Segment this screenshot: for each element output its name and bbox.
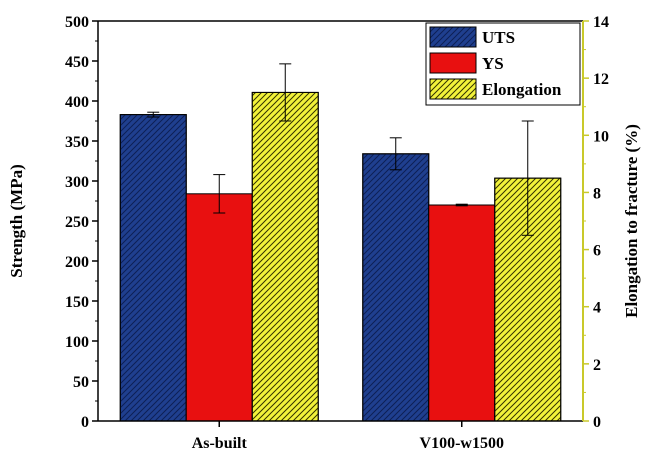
y-tick-label-left: 250: [65, 214, 89, 231]
y-tick-label-right: 10: [593, 128, 609, 145]
legend-swatch-hatch: [429, 26, 477, 48]
legend-label-elongation: Elongation: [482, 80, 562, 99]
legend: UTS YS Elongation: [425, 22, 581, 106]
y-tick-label-right: 6: [593, 243, 601, 260]
bar-hatch-uts-0: [119, 114, 187, 422]
legend-label-uts: UTS: [482, 28, 515, 47]
legend-swatch-hatch: [429, 78, 477, 100]
error-bar-ys-0: [213, 174, 226, 214]
error-bar-elongation-1: [521, 120, 534, 236]
bar-ys-1: [428, 204, 496, 422]
error-bar-uts-1: [389, 137, 402, 171]
y-tick-label-left: 300: [65, 174, 89, 191]
y-axis-title-right: Elongation to fracture (%): [622, 124, 641, 318]
y-tick-label-left: 350: [65, 134, 89, 151]
legend-swatch-ys: [429, 52, 477, 74]
y-tick-label-left: 200: [65, 254, 89, 271]
y-tick-label-right: 14: [593, 14, 609, 31]
y-tick-label-left: 150: [65, 294, 89, 311]
y-tick-label-left: 500: [65, 14, 89, 31]
error-bar-elongation-0: [279, 63, 292, 122]
y-tick-label-right: 12: [593, 71, 609, 88]
y-tick-label-left: 50: [73, 374, 89, 391]
legend-label-ys: YS: [482, 54, 504, 73]
bar-hatch-elongation-0: [251, 91, 319, 422]
error-bar-ys-1: [455, 203, 468, 207]
y-tick-label-left: 100: [65, 334, 89, 351]
y-tick-label-right: 2: [593, 357, 601, 374]
x-tick-label: As-built: [192, 435, 248, 452]
x-tick-label: V100-w1500: [420, 435, 504, 452]
bar-hatch-uts-1: [362, 153, 430, 422]
y-tick-label-left: 0: [81, 414, 89, 431]
error-bar-uts-0: [147, 111, 160, 118]
y-tick-label-right: 8: [593, 185, 601, 202]
y-tick-label-right: 0: [593, 414, 601, 431]
y-tick-label-right: 4: [593, 300, 601, 317]
y-tick-label-left: 450: [65, 54, 89, 71]
y-axis-title-left: Strength (MPa): [7, 164, 26, 277]
y-tick-label-left: 400: [65, 94, 89, 111]
bar-ys-0: [185, 193, 253, 422]
